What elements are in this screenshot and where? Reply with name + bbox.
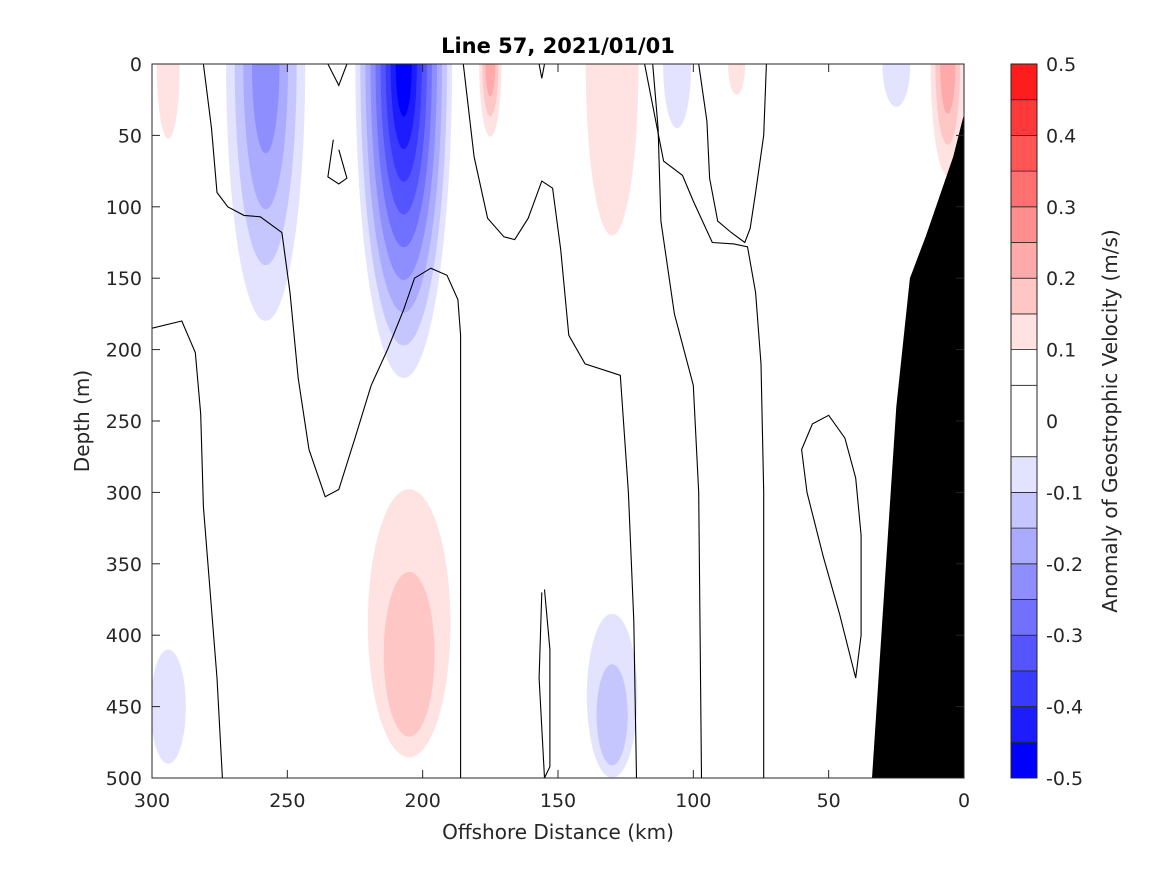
zero-contour-line bbox=[801, 414, 862, 679]
anomaly-band bbox=[395, 64, 412, 117]
colorbar-band bbox=[1010, 242, 1038, 279]
plot-area bbox=[151, 63, 965, 779]
colorbar-tick-label: 0.2 bbox=[1046, 268, 1076, 290]
anomaly-band bbox=[485, 64, 496, 97]
y-tick-label: 400 bbox=[106, 625, 142, 647]
zero-contour-line bbox=[698, 64, 767, 244]
y-tick-label: 450 bbox=[106, 697, 142, 719]
colorbar-tick-label: -0.3 bbox=[1046, 625, 1083, 647]
x-tick-label: 50 bbox=[817, 790, 841, 812]
zero-contour-line bbox=[462, 64, 638, 778]
y-tick-label: 500 bbox=[106, 768, 142, 790]
anomaly-band bbox=[152, 649, 186, 764]
x-tick-label: 250 bbox=[269, 790, 305, 812]
zero-contours bbox=[152, 64, 862, 778]
colorbar-tick-label: 0.1 bbox=[1046, 340, 1076, 362]
colorbar-band bbox=[1010, 277, 1038, 315]
zero-contour-line bbox=[327, 64, 348, 87]
anomaly-fills bbox=[152, 64, 964, 778]
zero-contour-line bbox=[152, 320, 223, 778]
anomaly-band bbox=[251, 64, 280, 154]
anomaly-band bbox=[585, 64, 639, 236]
anomaly-band bbox=[728, 64, 746, 95]
y-tick-label: 50 bbox=[118, 125, 142, 147]
colorbar-band bbox=[1010, 741, 1038, 779]
x-tick-label: 300 bbox=[134, 790, 170, 812]
anomaly-band bbox=[596, 664, 628, 766]
colorbar: 0.5 0.4 0.3 0.2 0.1 0 -0.1 -0.2 -0.3 -0.4 -0.5 bbox=[1010, 54, 1083, 790]
colorbar-band bbox=[1010, 63, 1038, 101]
x-tick-label: 150 bbox=[540, 790, 576, 812]
colorbar-tick-label: -0.4 bbox=[1046, 697, 1083, 719]
chart-title: Line 57, 2021/01/01 bbox=[441, 34, 675, 58]
anomaly-band bbox=[156, 64, 180, 139]
colorbar-label: Anomaly of Geostrophic Velocity (m/s) bbox=[1098, 229, 1122, 612]
zero-contour-line bbox=[644, 64, 765, 778]
zero-contour-line bbox=[327, 139, 348, 185]
colorbar-tick-label: 0 bbox=[1046, 411, 1058, 433]
colorbar-band bbox=[1010, 634, 1038, 672]
colorbar-band bbox=[1010, 563, 1038, 600]
bathymetry bbox=[872, 114, 964, 778]
y-tick-label: 250 bbox=[106, 411, 142, 433]
zero-contour-line bbox=[652, 64, 703, 778]
x-axis-label: Offshore Distance (km) bbox=[442, 820, 674, 844]
x-tick-label: 100 bbox=[675, 790, 711, 812]
colorbar-band bbox=[1010, 99, 1038, 136]
colorbar-band bbox=[1010, 456, 1038, 493]
colorbar-band bbox=[1010, 170, 1038, 208]
colorbar-band bbox=[1010, 134, 1038, 172]
colorbar-tick-label: -0.5 bbox=[1046, 768, 1083, 790]
colorbar-band bbox=[1010, 313, 1038, 350]
zero-contour-line bbox=[538, 64, 546, 79]
x-tick-label: 200 bbox=[405, 790, 441, 812]
colorbar-band bbox=[1010, 599, 1038, 636]
colorbar-tick-label: -0.1 bbox=[1046, 482, 1083, 504]
y-tick-label: 300 bbox=[106, 482, 142, 504]
anomaly-band bbox=[663, 64, 692, 129]
zero-contour-line bbox=[202, 64, 462, 778]
y-axis-label: Depth (m) bbox=[70, 370, 94, 472]
colorbar-tick-label: 0.4 bbox=[1046, 125, 1076, 147]
colorbar-band bbox=[1010, 206, 1038, 243]
colorbar-tick-label: -0.2 bbox=[1046, 554, 1083, 576]
colorbar-band bbox=[1010, 491, 1038, 529]
anomaly-band bbox=[383, 571, 435, 737]
colorbar-band bbox=[1010, 527, 1038, 565]
anomaly-band bbox=[940, 64, 956, 114]
y-tick-label: 100 bbox=[106, 197, 142, 219]
x-tick-label: 0 bbox=[958, 790, 970, 812]
seafloor bbox=[872, 114, 964, 778]
y-tick-label: 350 bbox=[106, 554, 142, 576]
y-tick-label: 150 bbox=[106, 268, 142, 290]
y-axis: 0 50 100 150 200 250 300 350 400 450 500 bbox=[106, 54, 964, 790]
y-tick-label: 200 bbox=[106, 340, 142, 362]
colorbar-tick-label: 0.5 bbox=[1046, 54, 1076, 76]
x-axis: 300 250 200 150 100 50 0 bbox=[134, 64, 970, 812]
zero-contour-line bbox=[538, 589, 551, 778]
colorbar-frame bbox=[1010, 63, 1038, 779]
anomaly-band bbox=[882, 64, 911, 107]
colorbar-band bbox=[1010, 706, 1038, 743]
colorbar-tick-label: 0.3 bbox=[1046, 197, 1076, 219]
colorbar-band bbox=[1010, 384, 1038, 458]
y-tick-label: 0 bbox=[130, 54, 142, 76]
colorbar-band bbox=[1010, 670, 1038, 708]
colorbar-band bbox=[1010, 349, 1038, 386]
